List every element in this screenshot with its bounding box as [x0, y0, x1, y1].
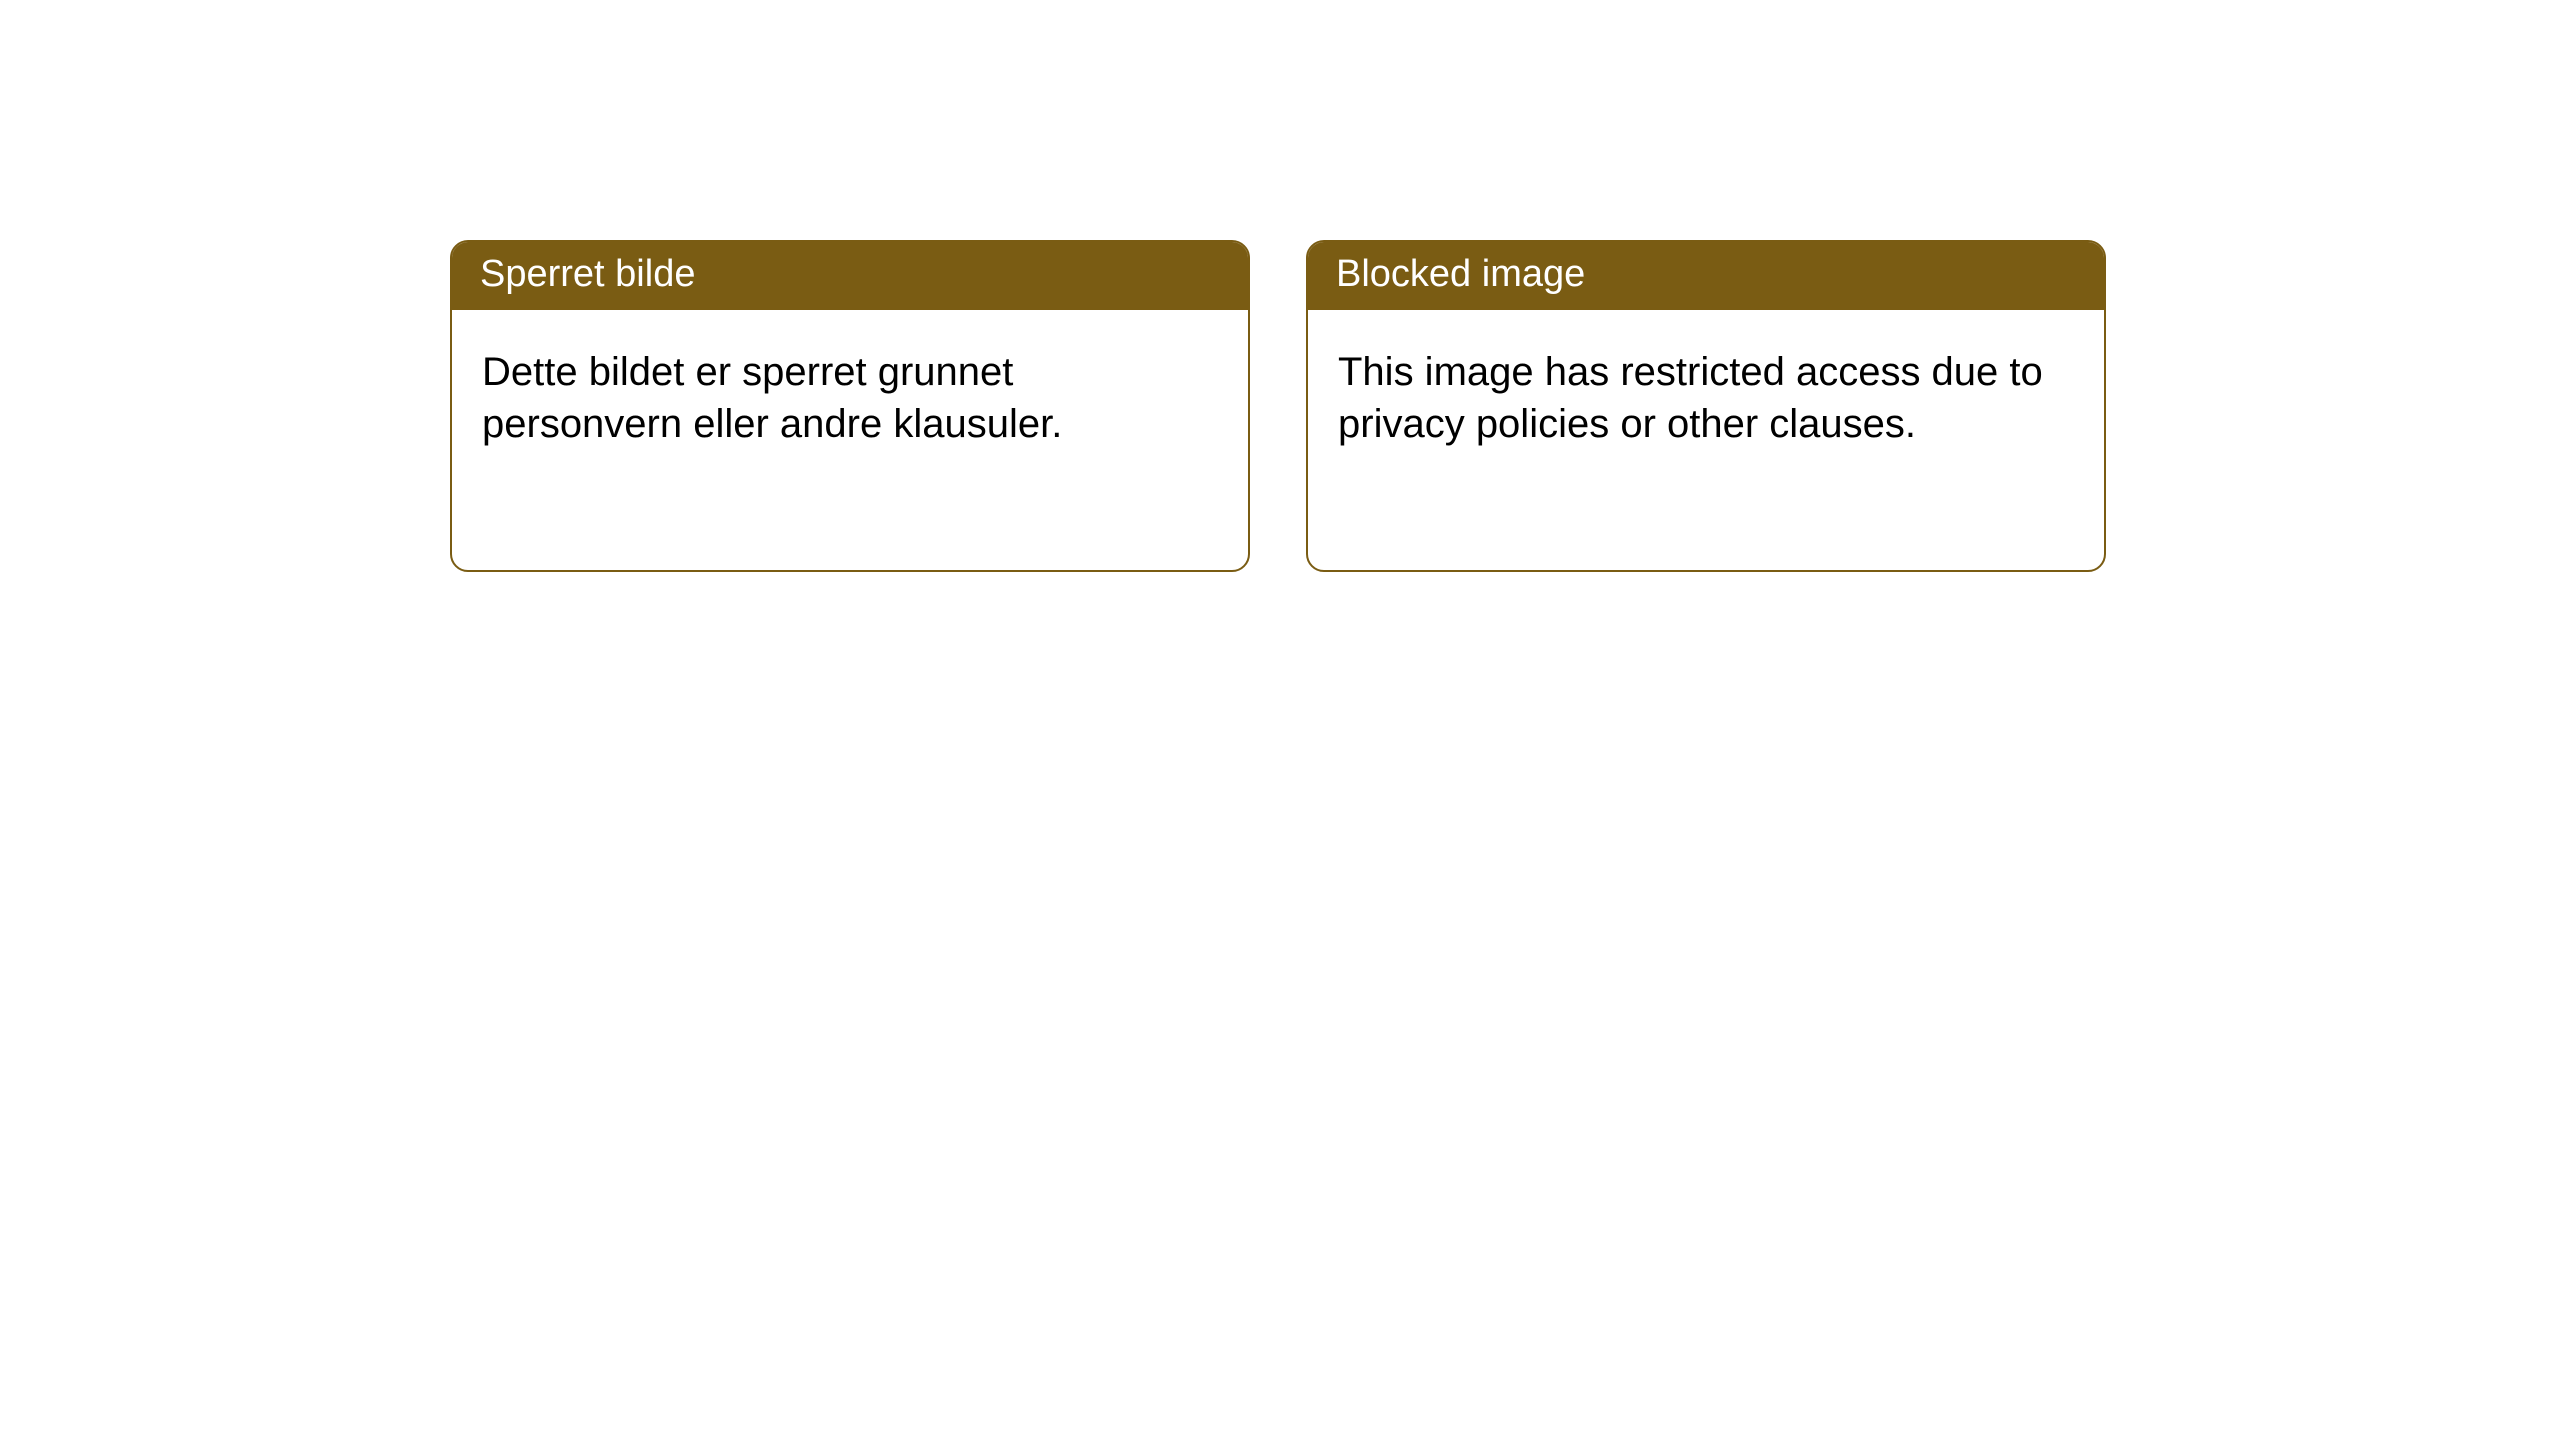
- notice-body-text: This image has restricted access due to …: [1308, 310, 2104, 470]
- notice-box-english: Blocked image This image has restricted …: [1306, 240, 2106, 572]
- notice-title: Sperret bilde: [452, 242, 1248, 310]
- notice-container: Sperret bilde Dette bildet er sperret gr…: [0, 0, 2560, 572]
- notice-title: Blocked image: [1308, 242, 2104, 310]
- notice-box-norwegian: Sperret bilde Dette bildet er sperret gr…: [450, 240, 1250, 572]
- notice-body-text: Dette bildet er sperret grunnet personve…: [452, 310, 1248, 470]
